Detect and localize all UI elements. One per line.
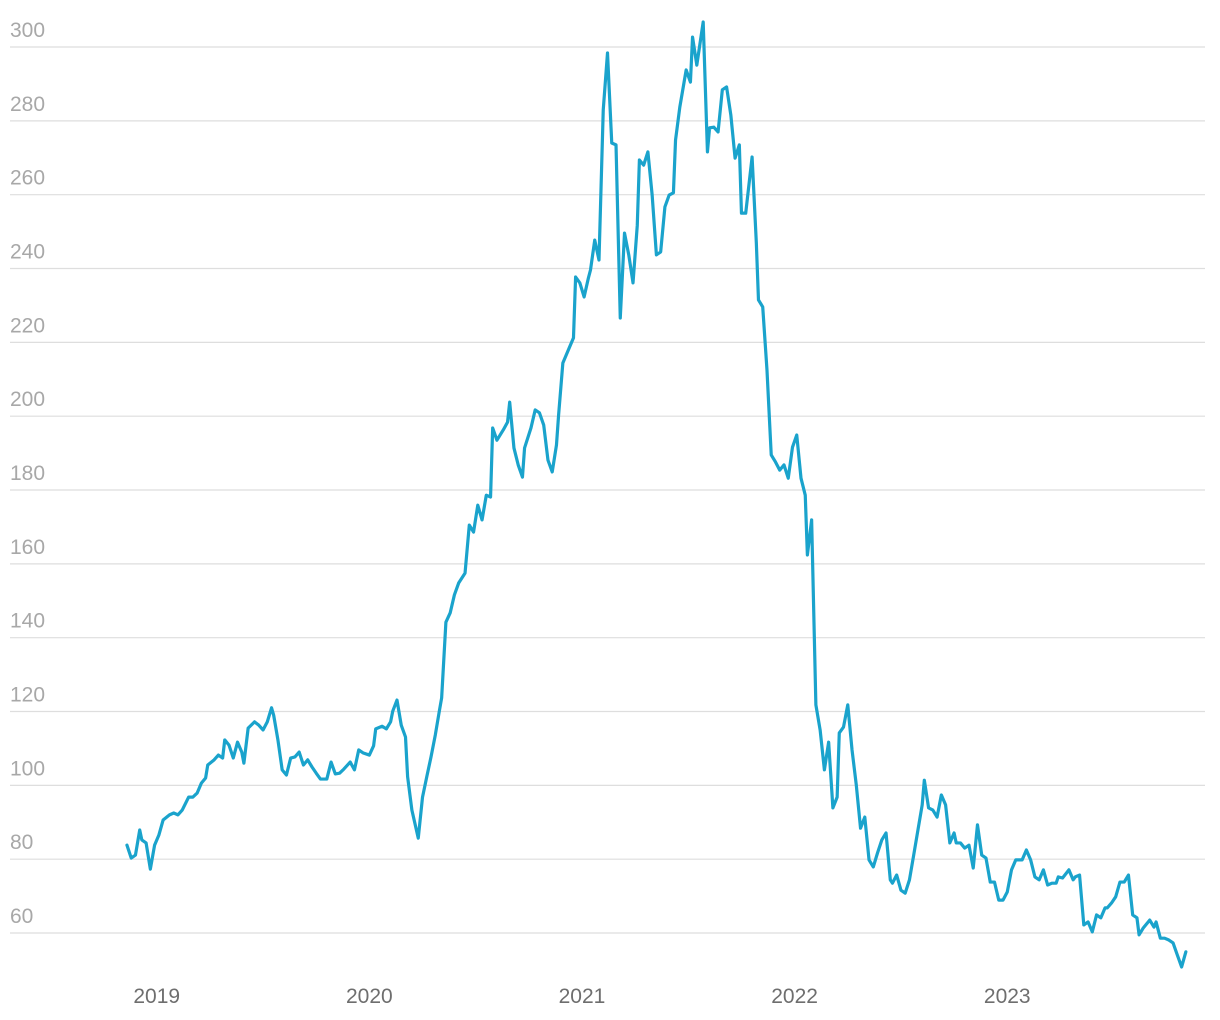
y-tick-label: 300 bbox=[10, 19, 45, 42]
y-tick-label: 220 bbox=[10, 314, 45, 337]
x-tick-label: 2023 bbox=[984, 985, 1031, 1008]
y-tick-label: 140 bbox=[10, 610, 45, 633]
y-tick-label: 160 bbox=[10, 536, 45, 559]
price-line bbox=[125, 20, 1188, 969]
y-tick-label: 180 bbox=[10, 462, 45, 485]
y-tick-label: 100 bbox=[10, 757, 45, 780]
x-tick-label: 2021 bbox=[559, 985, 606, 1008]
y-tick-label: 260 bbox=[10, 167, 45, 190]
y-tick-label: 200 bbox=[10, 388, 45, 411]
x-tick-label: 2020 bbox=[346, 985, 393, 1008]
y-tick-label: 240 bbox=[10, 241, 45, 264]
y-tick-label: 60 bbox=[10, 905, 33, 928]
y-tick-label: 280 bbox=[10, 93, 45, 116]
y-tick-label: 120 bbox=[10, 684, 45, 707]
x-tick-label: 2022 bbox=[771, 985, 818, 1008]
y-tick-label: 80 bbox=[10, 831, 33, 854]
x-tick-label: 2019 bbox=[133, 985, 180, 1008]
